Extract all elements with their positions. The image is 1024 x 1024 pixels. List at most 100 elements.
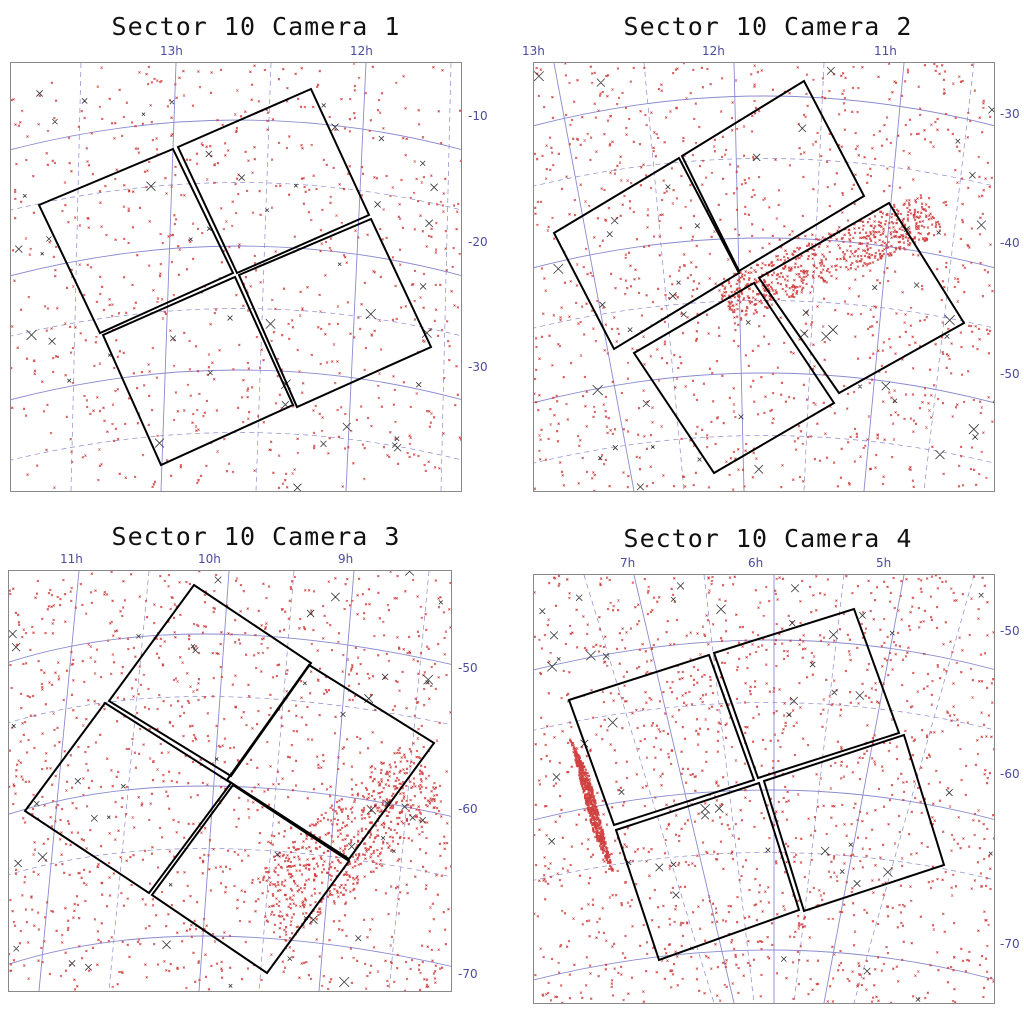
- panel-camera-1: Sector 10 Camera 1 13h 12h -10 -20 -30: [0, 0, 512, 505]
- sky-chart: [8, 570, 452, 992]
- panel-title: Sector 10 Camera 1: [111, 12, 401, 41]
- dec-circle: [534, 949, 994, 981]
- ccd-footprint: [237, 217, 433, 409]
- dec-circle: [534, 372, 994, 404]
- ra-label: 10h: [198, 552, 221, 566]
- ccd-footprint: [552, 156, 741, 351]
- dec-circle: [9, 785, 451, 817]
- dec-circle: [11, 369, 461, 401]
- bright-stars: [539, 582, 993, 1002]
- dec-circle-minor: [534, 702, 994, 731]
- panel-title: Sector 10 Camera 2: [623, 12, 913, 41]
- dec-circle: [9, 633, 451, 665]
- sky-chart: [533, 62, 995, 492]
- dec-circle: [11, 119, 461, 151]
- dec-label: -30: [468, 360, 488, 374]
- star-field: [534, 575, 994, 1003]
- dec-label: -60: [1000, 767, 1020, 781]
- ra-meridian-minor: [108, 571, 150, 991]
- ra-label: 6h: [748, 556, 764, 570]
- ra-meridian: [633, 575, 735, 1003]
- panel-camera-3: Sector 10 Camera 3 11h 10h 9h -50 -60 -7…: [0, 512, 512, 1024]
- dec-label: -50: [458, 661, 478, 675]
- dec-label: -70: [458, 967, 478, 981]
- ra-label: 13h: [522, 44, 545, 58]
- dec-label: -40: [1000, 236, 1020, 250]
- ccd-footprint: [762, 733, 946, 913]
- star-field: [534, 63, 994, 491]
- dec-circle-minor: [534, 300, 994, 329]
- ra-label: 11h: [60, 552, 83, 566]
- dec-circle: [11, 245, 461, 277]
- bright-stars: [14, 90, 438, 491]
- dec-circle: [534, 639, 994, 671]
- dec-circle-minor: [11, 182, 461, 211]
- dec-circle-minor: [534, 852, 994, 881]
- ra-label: 12h: [702, 44, 725, 58]
- ccd-footprint: [225, 663, 436, 861]
- ra-meridian-minor: [258, 571, 295, 991]
- ra-label: 5h: [876, 556, 892, 570]
- ccd-footprint: [176, 87, 371, 275]
- ccd-footprint: [567, 653, 756, 827]
- dec-label: -50: [1000, 624, 1020, 638]
- ccd-footprint: [23, 701, 233, 895]
- sky-chart: [533, 574, 995, 1004]
- ccd-footprint: [107, 583, 313, 778]
- ccd-footprint: [614, 781, 801, 962]
- ccd-footprint: [37, 147, 235, 335]
- panel-title: Sector 10 Camera 4: [623, 524, 913, 553]
- dec-circle: [534, 789, 994, 821]
- ra-meridian-minor: [440, 63, 452, 491]
- ra-meridian-minor: [923, 63, 975, 491]
- dec-circle-minor: [534, 158, 994, 187]
- dec-label: -10: [468, 109, 488, 123]
- ra-meridian: [318, 571, 355, 991]
- ccd-footprint: [101, 275, 295, 467]
- ra-meridian-minor: [255, 63, 272, 491]
- ccd-footprint: [632, 281, 836, 475]
- bright-stars: [534, 66, 994, 491]
- bright-stars: [9, 571, 444, 988]
- dec-circle-minor: [534, 435, 994, 464]
- dec-circle: [534, 237, 994, 269]
- ra-meridian-minor: [793, 575, 845, 1003]
- panel-title: Sector 10 Camera 3: [111, 522, 401, 551]
- ra-meridian: [198, 571, 230, 991]
- dec-label: -50: [1000, 367, 1020, 381]
- dec-circle-minor: [9, 848, 451, 878]
- panel-camera-4: Sector 10 Camera 4 7h 6h 5h -50 -60 -70: [512, 512, 1024, 1024]
- dec-circle: [9, 935, 451, 967]
- ccd-footprint: [757, 201, 966, 395]
- dec-circle-minor: [11, 308, 461, 337]
- star-field: [9, 571, 451, 991]
- ra-meridian: [823, 575, 905, 1003]
- ra-meridian: [553, 63, 635, 491]
- dec-label: -70: [1000, 937, 1020, 951]
- dec-circle: [534, 95, 994, 127]
- ra-meridian-minor: [388, 571, 430, 991]
- ra-label: 7h: [620, 556, 636, 570]
- dec-circle-minor: [11, 432, 461, 461]
- panel-camera-2: Sector 10 Camera 2 13h 12h 11h -30 -40 -…: [512, 0, 1024, 505]
- ra-meridian: [38, 571, 80, 991]
- ra-label: 13h: [160, 44, 183, 58]
- ra-label: 11h: [874, 44, 897, 58]
- ra-meridian-minor: [643, 63, 685, 491]
- dec-label: -20: [468, 235, 488, 249]
- ra-meridian-minor: [583, 575, 715, 1003]
- ra-meridian: [733, 63, 745, 491]
- ra-meridian: [863, 63, 905, 491]
- ra-label: 12h: [350, 44, 373, 58]
- ccd-footprint: [712, 607, 901, 780]
- ra-meridian: [345, 63, 367, 491]
- sky-chart: [10, 62, 462, 492]
- ccd-footprint: [680, 79, 866, 273]
- dec-label: -30: [1000, 107, 1020, 121]
- dec-label: -60: [458, 802, 478, 816]
- star-field: [11, 63, 461, 490]
- ccd-footprint: [150, 783, 351, 975]
- ra-meridian-minor: [853, 575, 975, 1003]
- ra-meridian: [160, 63, 177, 491]
- ra-label: 9h: [338, 552, 354, 566]
